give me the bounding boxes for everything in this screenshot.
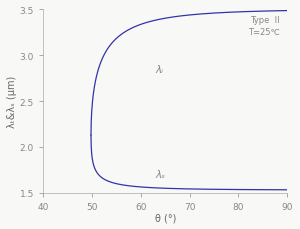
- X-axis label: θ (°): θ (°): [154, 212, 176, 222]
- Text: λᵢ: λᵢ: [155, 64, 164, 74]
- Y-axis label: λₜ&λₛ (μm): λₜ&λₛ (μm): [7, 76, 17, 128]
- Text: λₛ: λₛ: [155, 169, 165, 179]
- Text: Type  II
T=25℃: Type II T=25℃: [248, 16, 280, 37]
